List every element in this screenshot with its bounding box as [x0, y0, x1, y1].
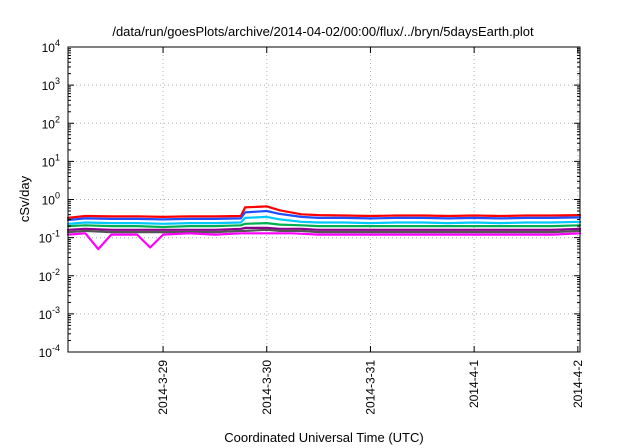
chart-title: /data/run/goesPlots/archive/2014-04-02/0… — [112, 24, 534, 39]
series-line-5 — [66, 226, 582, 231]
series-line-1 — [66, 205, 582, 219]
x-tick-label: 2014-3-30 — [260, 360, 274, 415]
x-tick-label: 2014-4-2 — [571, 360, 585, 408]
x-tick-label: 2014-3-29 — [156, 360, 170, 415]
series-line-3 — [66, 215, 582, 225]
data-series — [66, 205, 582, 251]
x-tick-label: 2014-4-1 — [467, 360, 481, 408]
x-axis-label: Coordinated Universal Time (UTC) — [224, 430, 423, 445]
series-line-2 — [66, 209, 582, 222]
series-line-6 — [66, 228, 582, 234]
series-line-4 — [66, 222, 582, 229]
x-tick-label: 2014-3-31 — [363, 360, 377, 415]
series-line-7 — [66, 232, 582, 251]
axes: 10-410-310-210-11001011021031042014-3-29… — [39, 38, 585, 415]
y-axis-label: cSv/day — [17, 175, 32, 222]
